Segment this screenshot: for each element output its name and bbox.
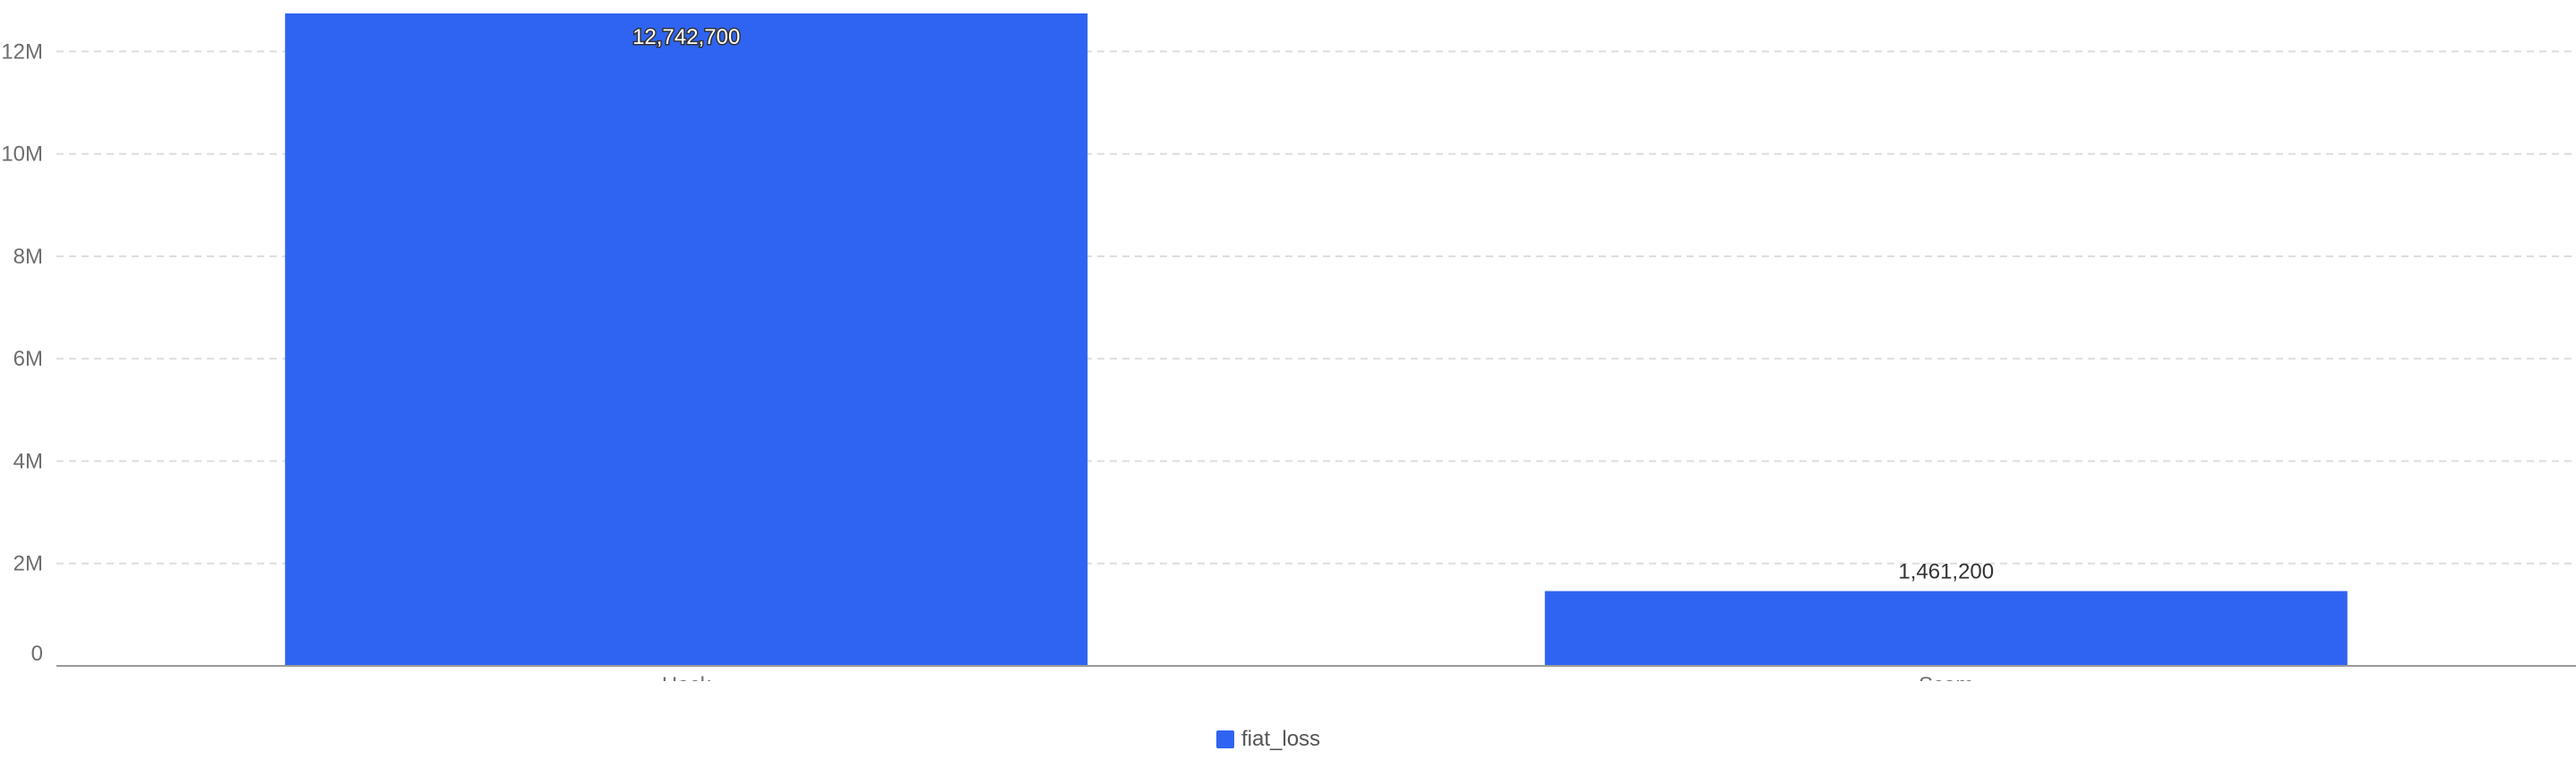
legend[interactable]: fiat_loss	[1216, 727, 1320, 752]
y-tick-label: 0	[31, 642, 43, 666]
data-label: 1,461,200	[1898, 560, 1994, 584]
y-tick-label: 6M	[13, 347, 43, 371]
data-label: 12,742,700	[632, 25, 740, 49]
chart-canvas: 0 2M 4M 6M 8M 10M 12M 12,742,700 Hack 1,461,200 Sc…	[1, 13, 2576, 681]
y-tick-label: 12M	[1, 39, 43, 64]
legend-swatch	[1216, 730, 1234, 748]
y-tick-label: 2M	[13, 552, 43, 576]
x-tick-label: Hack	[662, 673, 712, 681]
bar-scam	[1544, 591, 2348, 666]
y-tick-label: 4M	[13, 449, 43, 473]
x-tick-label: Scam	[1919, 673, 1973, 681]
y-tick-label: 10M	[1, 142, 43, 167]
bar-hack	[285, 13, 1088, 666]
legend-label: fiat_loss	[1241, 727, 1321, 751]
y-tick-label: 8M	[13, 245, 43, 269]
